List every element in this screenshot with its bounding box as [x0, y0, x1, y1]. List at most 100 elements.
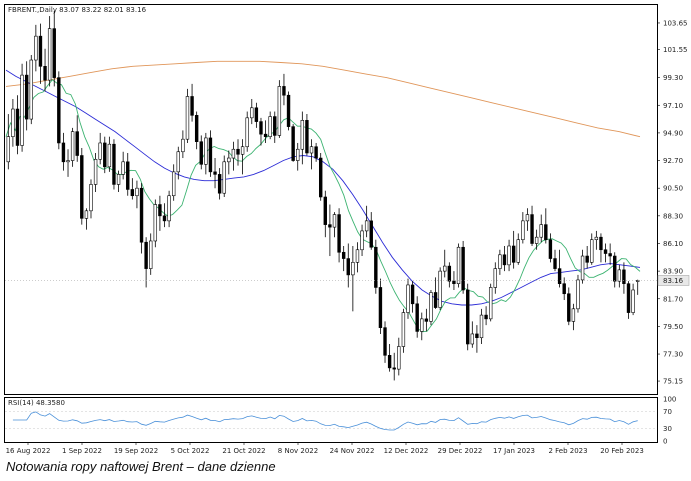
candle-body-up	[498, 254, 502, 269]
candle-body-down	[484, 314, 488, 320]
time-tick-label: 24 Nov 2022	[330, 447, 375, 455]
candle-body-up	[309, 146, 314, 154]
candle-body-down	[511, 245, 516, 263]
candle-body-up	[355, 249, 360, 263]
candle-body-down	[622, 269, 626, 284]
candle-body-up	[479, 314, 484, 339]
candle-body-down	[57, 77, 61, 144]
candle-body-up	[470, 333, 475, 345]
candle-body-up	[167, 195, 171, 222]
candle-body-up	[401, 312, 406, 347]
candle-body-down	[544, 224, 548, 241]
candle-body-down	[52, 28, 56, 78]
candle-body-up	[121, 161, 125, 175]
candle-body-down	[43, 66, 47, 81]
price-tick-label: 86.10	[663, 240, 683, 248]
candle-body-up	[525, 214, 530, 222]
candle-body-down	[199, 141, 203, 165]
candle-body-down	[337, 214, 341, 253]
candle-body-up	[594, 236, 599, 241]
time-tick-label: 17 Jan 2023	[493, 447, 535, 455]
candle-body-up	[420, 318, 424, 332]
candle-body-up	[534, 236, 539, 244]
candle-body-down	[314, 146, 318, 159]
price-tick-label: 90.50	[663, 185, 683, 193]
candle-body-down	[126, 161, 130, 190]
indicator-panel	[4, 397, 658, 443]
candle-body-up	[171, 171, 176, 197]
candle-body-down	[318, 157, 323, 198]
candle-body-down	[553, 258, 557, 269]
rsi-line	[12, 411, 638, 431]
rsi-tick-label: 0	[663, 438, 667, 446]
candle-body-up	[332, 214, 337, 228]
time-tick-label: 5 Oct 2022	[171, 447, 210, 455]
candle-body-down	[190, 96, 194, 116]
candle-body-down	[236, 148, 240, 155]
candle-body-up	[631, 289, 635, 313]
candle-body-up	[240, 146, 245, 155]
ma-mid-line	[5, 69, 641, 306]
candle-body-down	[217, 174, 222, 194]
candle-body-up	[98, 142, 102, 160]
time-tick-label: 1 Sep 2022	[62, 447, 102, 455]
candle-body-down	[323, 196, 327, 225]
candle-body-down	[392, 367, 396, 370]
price-tick-label: 83.90	[663, 268, 683, 276]
candle-body-up	[89, 184, 93, 212]
candle-body-up	[116, 174, 121, 185]
candle-body-up	[29, 59, 33, 120]
candle-body-up	[488, 287, 493, 320]
candle-body-down	[452, 280, 456, 284]
candle-body-down	[608, 253, 612, 257]
candle-body-up	[47, 28, 52, 81]
price-tick-label: 94.90	[663, 129, 683, 137]
candle-body-down	[61, 142, 66, 163]
rsi-tick-label: 30	[663, 425, 672, 433]
time-tick-label: 19 Sep 2022	[114, 447, 158, 455]
price-tick-label: 97.10	[663, 102, 683, 110]
price-tick-label: 81.70	[663, 295, 683, 303]
candle-body-down	[530, 214, 534, 244]
price-panel	[4, 4, 658, 395]
candle-body-down	[613, 255, 617, 282]
candle-body-down	[291, 126, 295, 161]
candle-body-down	[374, 246, 378, 288]
candle-body-down	[130, 189, 135, 197]
candle-body-down	[286, 94, 291, 127]
price-tick-label: 88.30	[663, 212, 683, 220]
candle-body-down	[24, 74, 29, 120]
candle-body-down	[475, 333, 479, 339]
candle-body-down	[369, 220, 373, 248]
candle-body-up	[360, 230, 364, 251]
candle-body-down	[213, 171, 217, 175]
candle-body-up	[406, 284, 410, 313]
candle-body-down	[557, 268, 562, 284]
candle-body-up	[590, 239, 594, 263]
time-tick-label: 12 Dec 2022	[384, 447, 429, 455]
candle-body-up	[456, 246, 461, 284]
candle-body-up	[539, 224, 543, 238]
candle-body-down	[162, 215, 167, 222]
candle-body-down	[341, 251, 346, 259]
candle-body-up	[443, 265, 447, 272]
candle-body-up	[571, 308, 576, 322]
last-price-label: 83.16	[663, 277, 684, 285]
candle-body-up	[34, 35, 38, 61]
candle-body-down	[38, 35, 43, 67]
time-tick-label: 2 Feb 2023	[548, 447, 587, 455]
candle-body-up	[93, 158, 98, 185]
candle-body-up	[351, 262, 355, 276]
candle-body-up	[70, 131, 75, 161]
candle-body-up	[20, 74, 24, 146]
price-tick-label: 77.30	[663, 351, 683, 359]
price-tick-label: 99.30	[663, 74, 683, 82]
candle-body-up	[364, 220, 369, 232]
candle-body-down	[346, 258, 350, 276]
candle-body-up	[227, 157, 231, 163]
indicator-axis: 100 70 30 0	[5, 396, 676, 446]
price-tick-label: 103.65	[663, 19, 688, 27]
candle-body-down	[433, 292, 438, 308]
candlesticks	[6, 11, 640, 381]
candle-body-up	[507, 245, 511, 266]
